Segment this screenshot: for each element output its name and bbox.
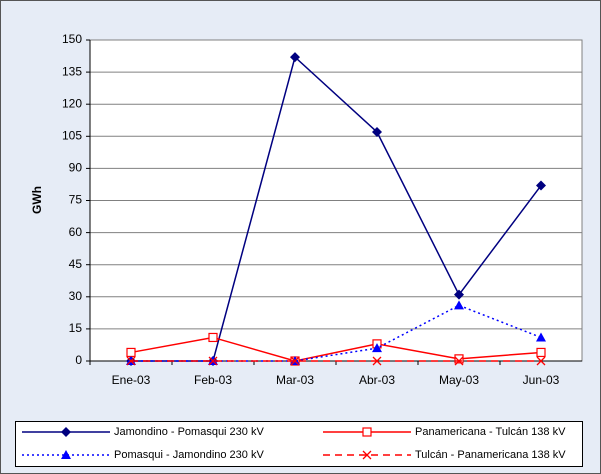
marker: [536, 356, 546, 366]
y-tick-label: 0: [75, 353, 82, 367]
marker: [290, 52, 300, 63]
legend-marker: [362, 450, 372, 460]
marker: [208, 356, 218, 366]
y-tick-label: 135: [62, 64, 82, 78]
marker: [372, 127, 382, 138]
marker: [454, 289, 464, 300]
marker: [290, 356, 300, 366]
legend-label: Panamericana - Tulcán 138 kV: [415, 426, 566, 438]
marker: [372, 356, 382, 366]
y-tick-label: 45: [69, 257, 83, 271]
x-tick-label: Mar-03: [276, 373, 314, 387]
y-tick-label: 120: [62, 96, 82, 110]
x-tick-label: May-03: [439, 373, 479, 387]
legend-marker: [61, 450, 71, 459]
legend-marker: [362, 427, 372, 437]
marker: [454, 356, 464, 366]
y-tick-label: 30: [69, 289, 83, 303]
marker: [454, 300, 464, 310]
y-axis-label: GWh: [30, 186, 44, 214]
legend-label: Pomasqui - Jamondino 230 kV: [114, 449, 264, 461]
y-tick-label: 90: [69, 161, 83, 175]
x-tick-label: Abr-03: [359, 373, 395, 387]
legend-label: Jamondino - Pomasqui 230 kV: [114, 426, 264, 438]
x-tick-label: Feb-03: [194, 373, 232, 387]
y-tick-label: 60: [69, 225, 83, 239]
marker: [536, 180, 546, 191]
y-tick-label: 150: [62, 32, 82, 46]
y-tick-label: 75: [69, 193, 83, 207]
marker: [126, 356, 136, 366]
line: [131, 55, 542, 362]
legend-marker: [61, 427, 71, 437]
y-tick-label: 15: [69, 321, 83, 335]
line: [131, 304, 542, 362]
legend-label: Tulcán - Panamericana 138 kV: [415, 449, 566, 461]
marker: [372, 343, 382, 353]
x-tick-label: Jun-03: [523, 373, 560, 387]
marker: [536, 347, 546, 358]
marker: [536, 332, 546, 342]
line: [130, 336, 542, 362]
marker: [126, 347, 136, 358]
legend-box: [15, 421, 583, 467]
y-tick-label: 105: [62, 128, 82, 142]
marker: [454, 354, 464, 364]
marker: [208, 332, 218, 343]
legend: Jamondino - Pomasqui 230 kV Panamericana …: [22, 426, 566, 461]
x-tick-label: Ene-03: [112, 373, 151, 387]
